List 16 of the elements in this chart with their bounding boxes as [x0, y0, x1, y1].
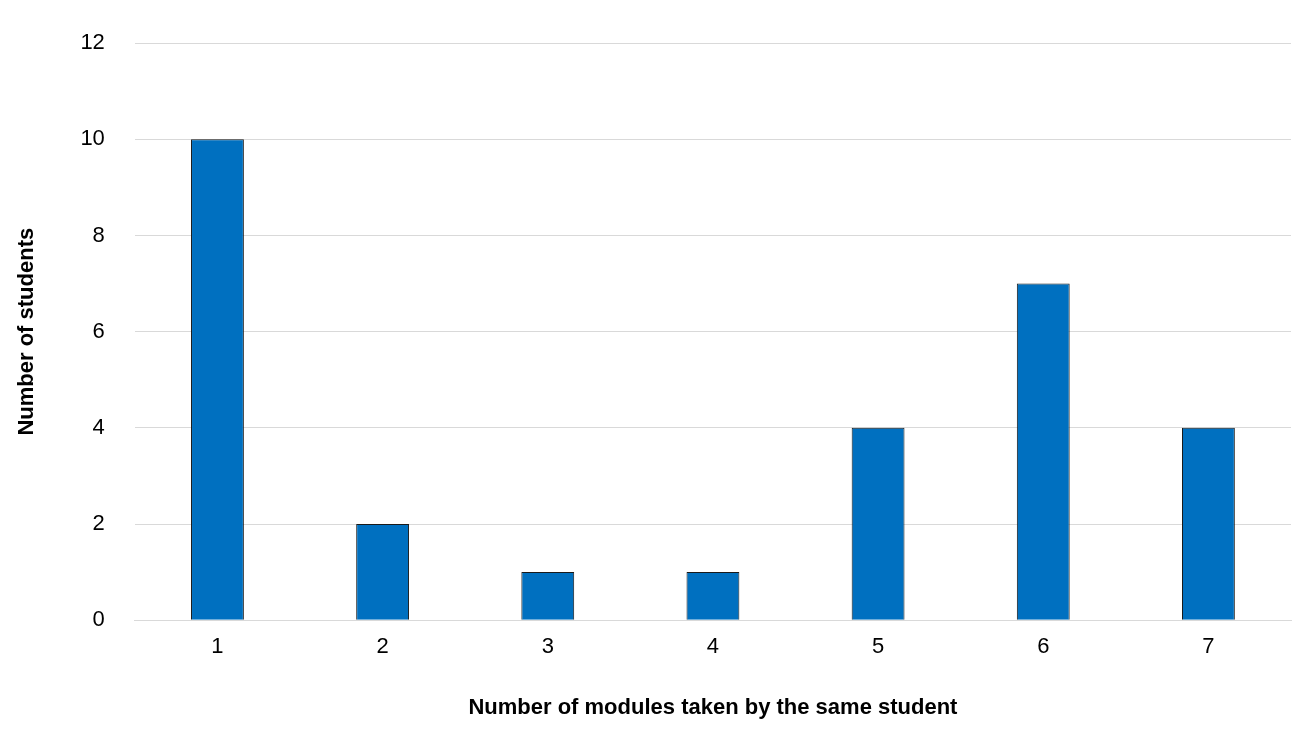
y-tick-label: 6: [92, 317, 105, 343]
y-tick-label: 0: [92, 606, 105, 632]
x-tick-label: 4: [706, 633, 720, 659]
y-tick-label: 12: [80, 29, 105, 55]
x-tick-label: 6: [1037, 633, 1050, 659]
x-tick-label: 1: [211, 633, 224, 659]
x-tick-label: 2: [376, 633, 389, 659]
y-axis-title: Number of students: [13, 227, 39, 436]
y-tick-label: 10: [80, 125, 105, 151]
x-tick-label: 5: [871, 633, 885, 659]
y-tick-label: 4: [92, 413, 105, 439]
y-tick-label: 2: [92, 510, 105, 536]
y-tick-label: 8: [92, 221, 105, 247]
x-tick-label: 7: [1202, 633, 1215, 659]
x-tick-label: 3: [541, 633, 554, 659]
x-axis-title: Number of modules taken by the same student: [468, 693, 959, 719]
